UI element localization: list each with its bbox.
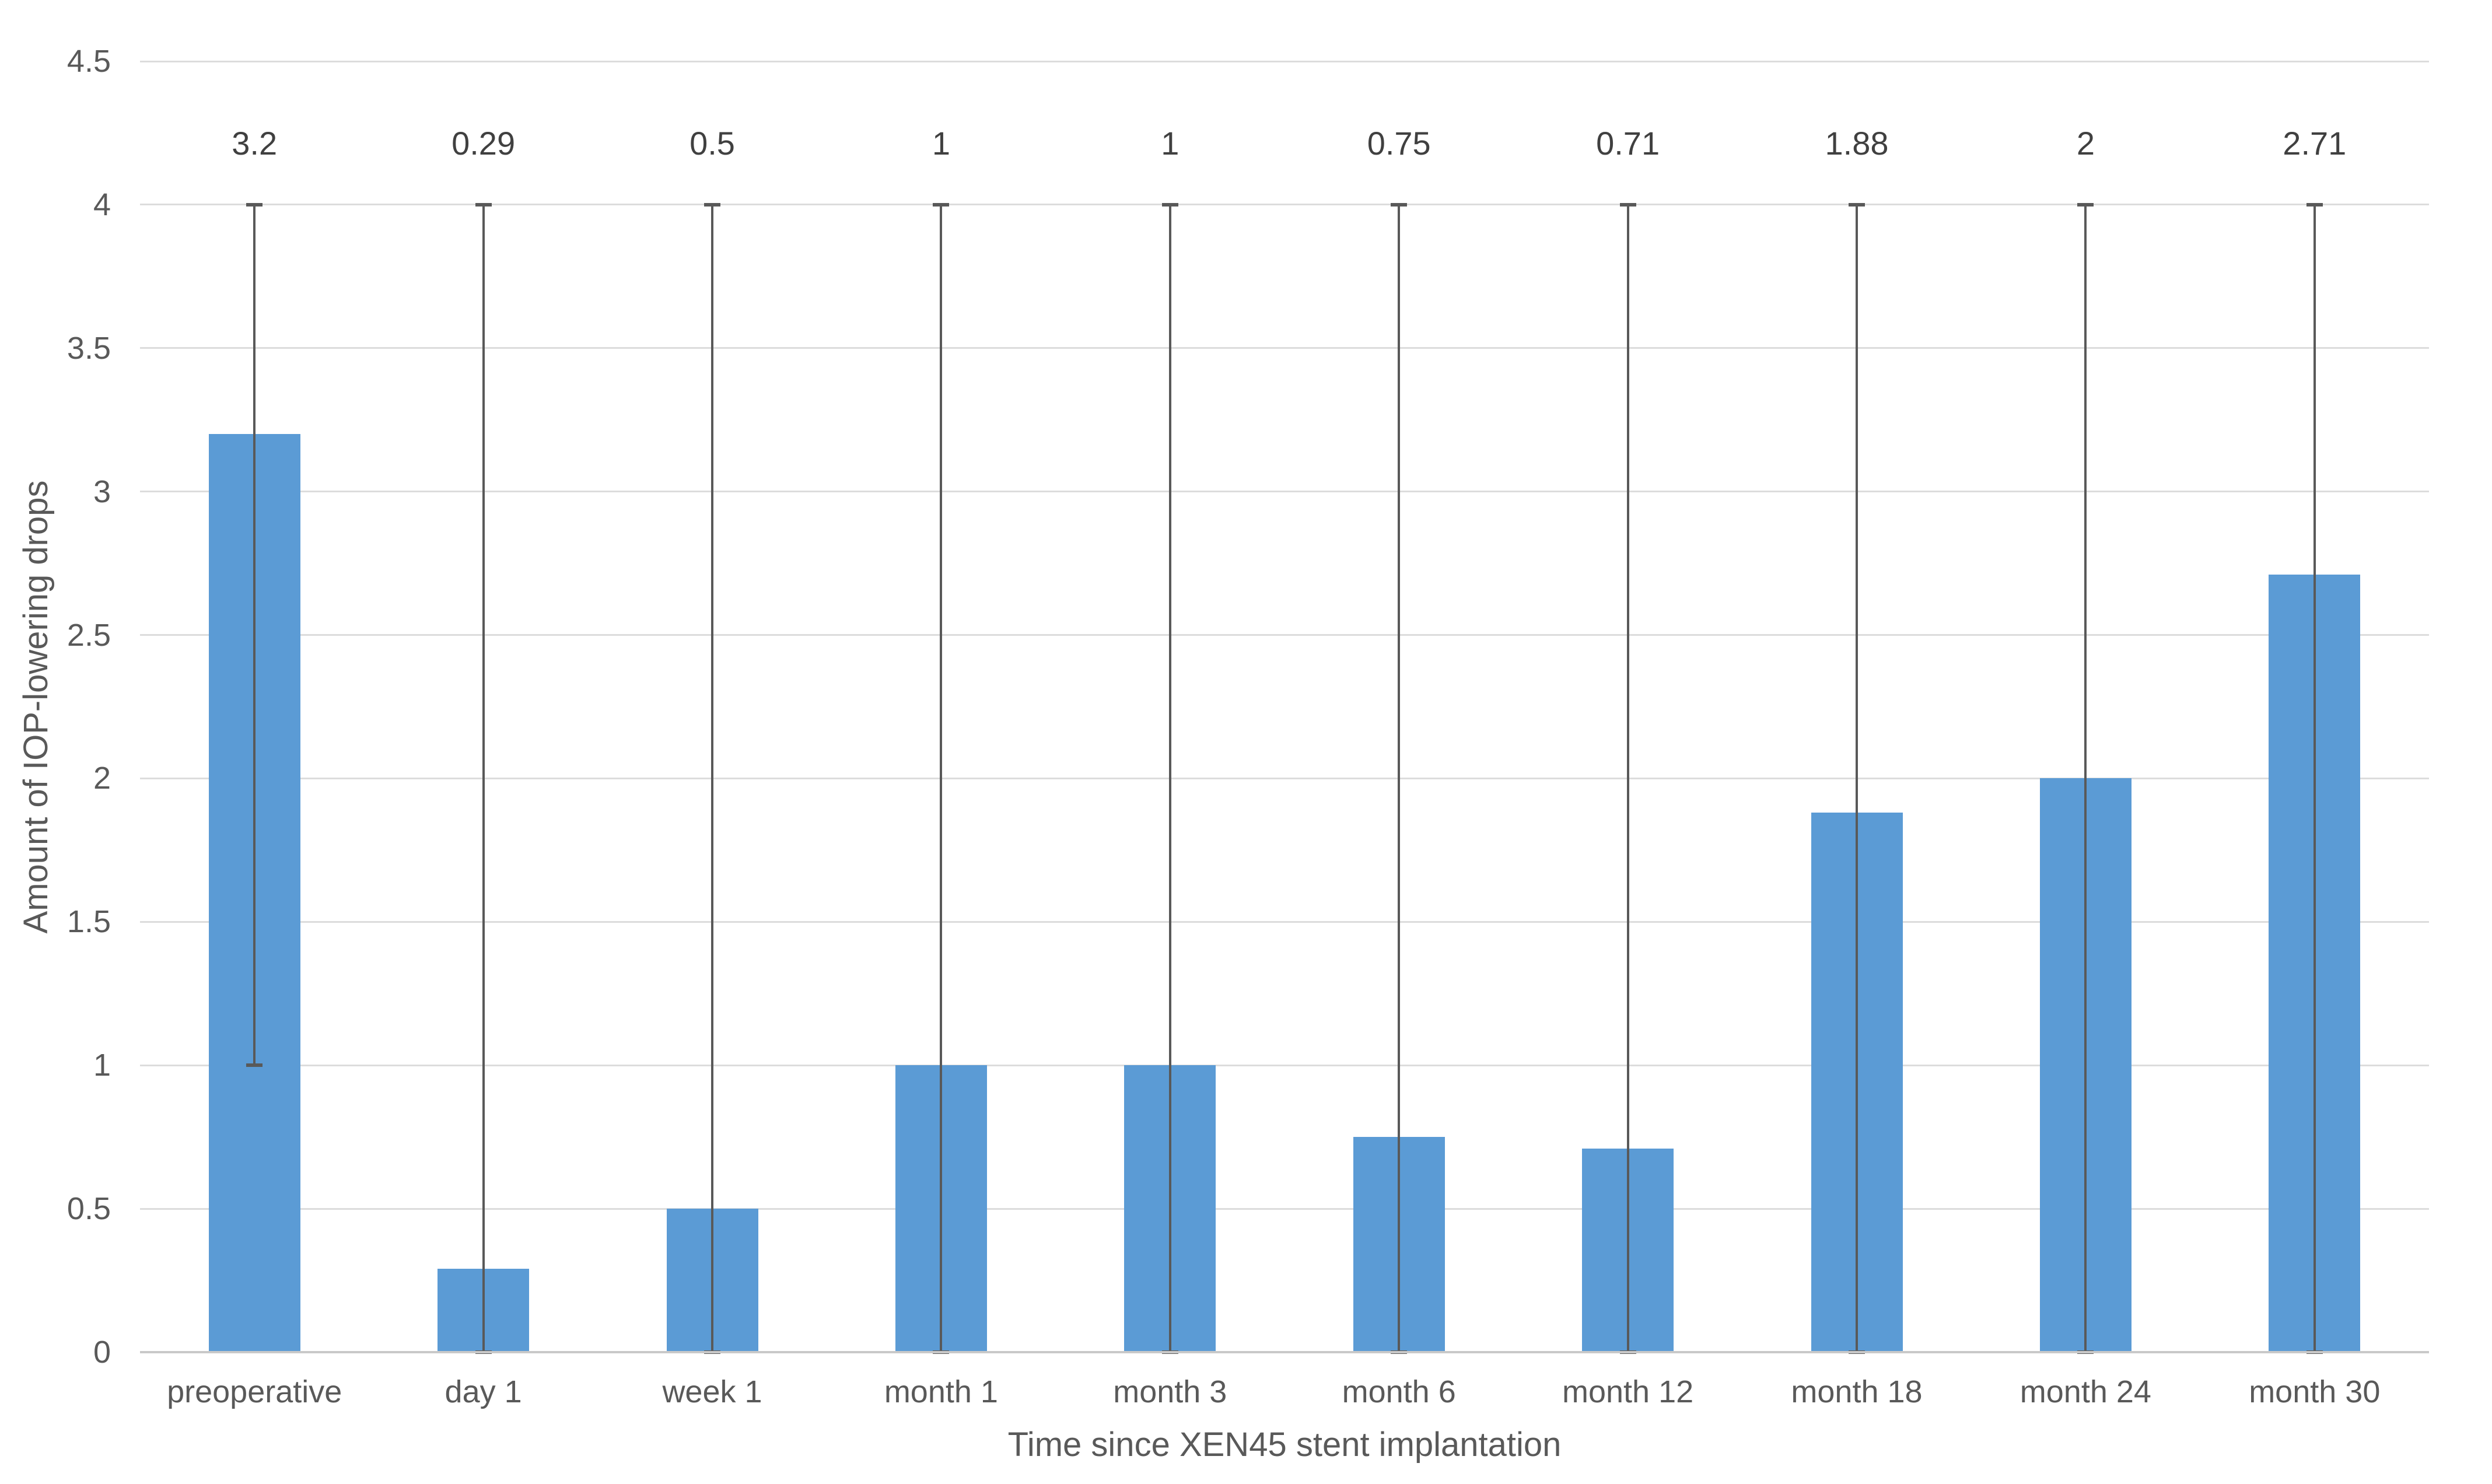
y-axis-tick-label: 2 — [93, 761, 111, 796]
data-label: 0.29 — [452, 124, 516, 162]
y-axis-tick-label: 0.5 — [66, 1191, 111, 1227]
error-bar-line — [711, 204, 713, 1352]
error-bar-cap-top — [246, 202, 263, 206]
gridline — [140, 1208, 2429, 1210]
data-label: 1 — [1161, 124, 1180, 162]
x-axis-category-label: month 18 — [1791, 1374, 1923, 1409]
error-bar-line — [1398, 204, 1401, 1352]
x-axis-category-label: month 3 — [1113, 1374, 1227, 1409]
data-label: 2.71 — [2283, 124, 2347, 162]
data-label: 0.5 — [690, 124, 735, 162]
error-bar-line — [1856, 204, 1858, 1352]
x-axis-category-label: preoperative — [167, 1374, 342, 1409]
gridline — [140, 1064, 2429, 1066]
y-axis-title: Amount of IOP-lowering drops — [17, 480, 55, 933]
data-label: 0.71 — [1596, 124, 1660, 162]
error-bar-line — [2313, 204, 2316, 1352]
y-axis-tick-label: 4 — [93, 187, 111, 222]
x-axis-category-label: month 1 — [884, 1374, 998, 1409]
x-axis-category-label: day 1 — [444, 1374, 522, 1409]
error-bar-cap-top — [475, 202, 492, 206]
error-bar-cap-top — [704, 202, 720, 206]
data-label: 2 — [2076, 124, 2095, 162]
y-axis-tick-label: 1.5 — [66, 904, 111, 940]
y-axis-tick-label: 0 — [93, 1335, 111, 1370]
error-bar-cap-top — [933, 202, 950, 206]
error-bar-cap-top — [2077, 202, 2094, 206]
data-label: 3.2 — [232, 124, 278, 162]
x-axis-category-label: month 12 — [1562, 1374, 1694, 1409]
gridline — [140, 491, 2429, 493]
error-bar-line — [1168, 204, 1171, 1352]
gridline — [140, 921, 2429, 923]
x-axis-category-label: month 24 — [2020, 1374, 2151, 1409]
y-axis-tick-label: 2.5 — [66, 617, 111, 653]
x-axis-category-label: week 1 — [662, 1374, 762, 1409]
x-axis-line — [140, 1351, 2429, 1353]
y-axis-tick-label: 1 — [93, 1048, 111, 1083]
gridline — [140, 777, 2429, 779]
error-bar-line — [482, 204, 485, 1352]
data-label: 1.88 — [1825, 124, 1889, 162]
error-bar-cap-bottom — [246, 1063, 263, 1068]
error-bar-line — [253, 204, 256, 1066]
error-bar-cap-top — [2306, 202, 2323, 206]
error-bar-cap-top — [1849, 202, 1865, 206]
y-axis-tick-label: 3 — [93, 474, 111, 509]
gridline — [140, 204, 2429, 206]
error-bar-cap-top — [1391, 202, 1408, 206]
error-bar-cap-top — [1619, 202, 1636, 206]
error-bar-line — [1626, 204, 1629, 1352]
data-label: 0.75 — [1367, 124, 1431, 162]
gridline — [140, 347, 2429, 349]
gridline — [140, 634, 2429, 636]
x-axis-category-label: month 6 — [1342, 1374, 1456, 1409]
error-bar-line — [2084, 204, 2087, 1352]
error-bar-cap-top — [1161, 202, 1178, 206]
gridline — [140, 60, 2429, 62]
y-axis-tick-label: 3.5 — [66, 330, 111, 366]
error-bar-line — [940, 204, 943, 1352]
y-axis-tick-label: 4.5 — [66, 44, 111, 79]
x-axis-title: Time since XEN45 stent implantation — [1007, 1426, 1562, 1464]
x-axis-category-label: month 30 — [2249, 1374, 2381, 1409]
data-label: 1 — [932, 124, 950, 162]
